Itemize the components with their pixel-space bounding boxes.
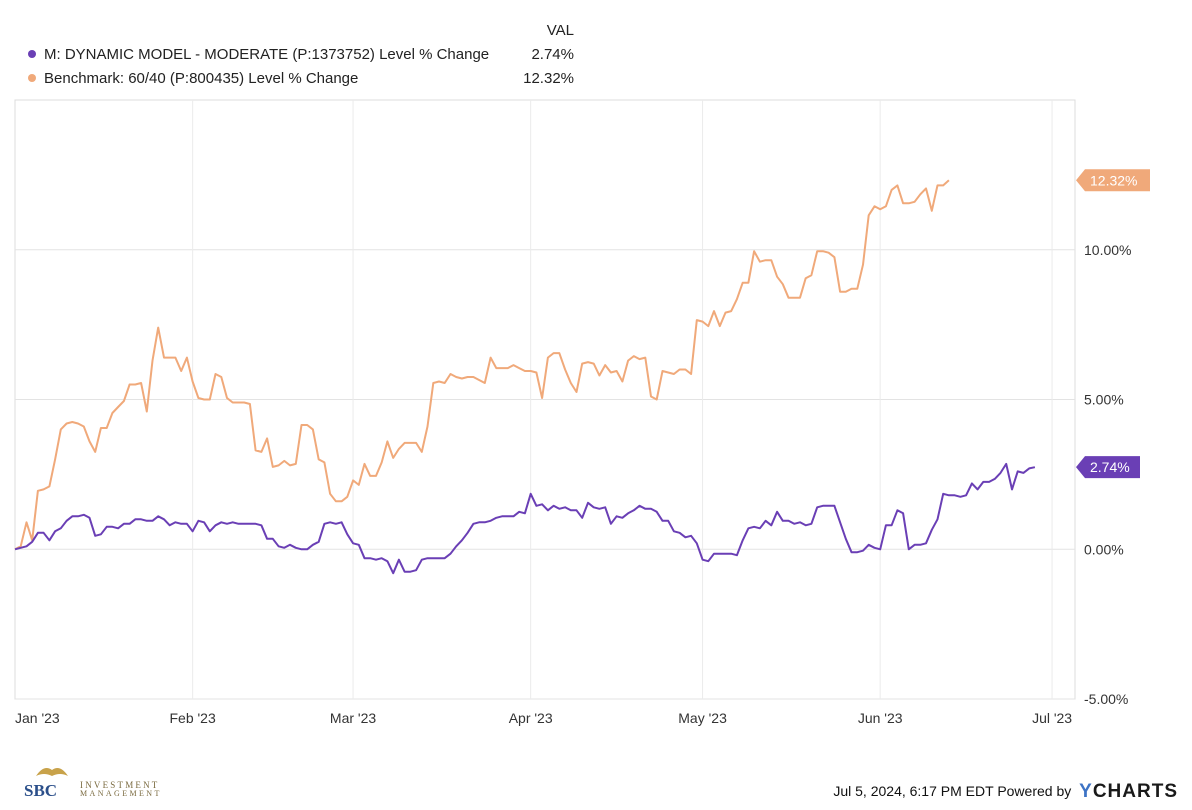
ycharts-logo-y: Y bbox=[1079, 781, 1093, 802]
y-tick-label: 5.00% bbox=[1084, 392, 1124, 408]
x-tick-label: Jul '23 bbox=[1032, 710, 1072, 726]
series-line-dynamic-model[interactable] bbox=[14, 462, 1036, 575]
footer-powered-by: Powered by bbox=[997, 783, 1072, 799]
x-tick-label: Apr '23 bbox=[509, 710, 553, 726]
ycharts-logo[interactable]: YCHARTS bbox=[1079, 781, 1178, 802]
logo-word-investment: INVESTMENT bbox=[80, 780, 160, 790]
legend-value-benchmark: 12.32% bbox=[523, 70, 574, 87]
chart-labels: 10.00% 5.00% 0.00% -5.00% Jan '23 Feb '23 Mar … bbox=[15, 169, 1150, 726]
chart-grid bbox=[14, 99, 1076, 700]
end-value-tag-benchmark bbox=[1076, 169, 1150, 192]
legend-label-benchmark: Benchmark: 60/40 (P:800435) Level % Chan… bbox=[44, 70, 359, 87]
sbc-logo: SBC INVESTMENT MANAGEMENT bbox=[22, 762, 172, 800]
legend-entry-benchmark[interactable]: Benchmark: 60/40 (P:800435) Level % Chan… bbox=[28, 70, 574, 87]
line-chart: 10.00% 5.00% 0.00% -5.00% Jan '23 Feb '23 Mar … bbox=[14, 99, 1150, 726]
footer-attribution: Jul 5, 2024, 6:17 PM EDT Powered by YCHA… bbox=[833, 780, 1178, 802]
legend-marker-dynamic-model bbox=[28, 50, 36, 59]
logo-word-management: MANAGEMENT bbox=[80, 789, 162, 798]
y-tick-label: 0.00% bbox=[1084, 541, 1124, 557]
legend-header: VAL bbox=[546, 22, 574, 39]
legend-marker-benchmark bbox=[28, 74, 36, 83]
x-tick-label: Feb '23 bbox=[169, 710, 215, 726]
series-line-benchmark[interactable] bbox=[14, 179, 950, 551]
end-value-tag-dynamic-model bbox=[1076, 456, 1140, 479]
sbc-emblem: SBC bbox=[24, 768, 68, 800]
x-tick-label: May '23 bbox=[678, 710, 727, 726]
y-tick-label: 10.00% bbox=[1084, 242, 1131, 258]
ycharts-logo-rest: CHARTS bbox=[1092, 781, 1178, 802]
legend-entry-dynamic-model[interactable]: M: DYNAMIC MODEL - MODERATE (P:1373752) … bbox=[28, 46, 574, 63]
legend-label-dynamic-model: M: DYNAMIC MODEL - MODERATE (P:1373752) … bbox=[44, 46, 490, 63]
end-value-label-benchmark: 12.32% bbox=[1090, 172, 1137, 188]
end-value-label-dynamic-model: 2.74% bbox=[1090, 459, 1130, 475]
chart-series bbox=[14, 179, 1036, 575]
x-tick-label: Jun '23 bbox=[858, 710, 903, 726]
y-tick-label: -5.00% bbox=[1084, 691, 1128, 707]
legend-value-dynamic-model: 2.74% bbox=[531, 46, 574, 63]
x-tick-label: Mar '23 bbox=[330, 710, 376, 726]
sbc-letters: SBC bbox=[24, 781, 57, 798]
x-tick-label: Jan '23 bbox=[15, 710, 60, 726]
footer-timestamp: Jul 5, 2024, 6:17 PM EDT bbox=[833, 783, 994, 799]
